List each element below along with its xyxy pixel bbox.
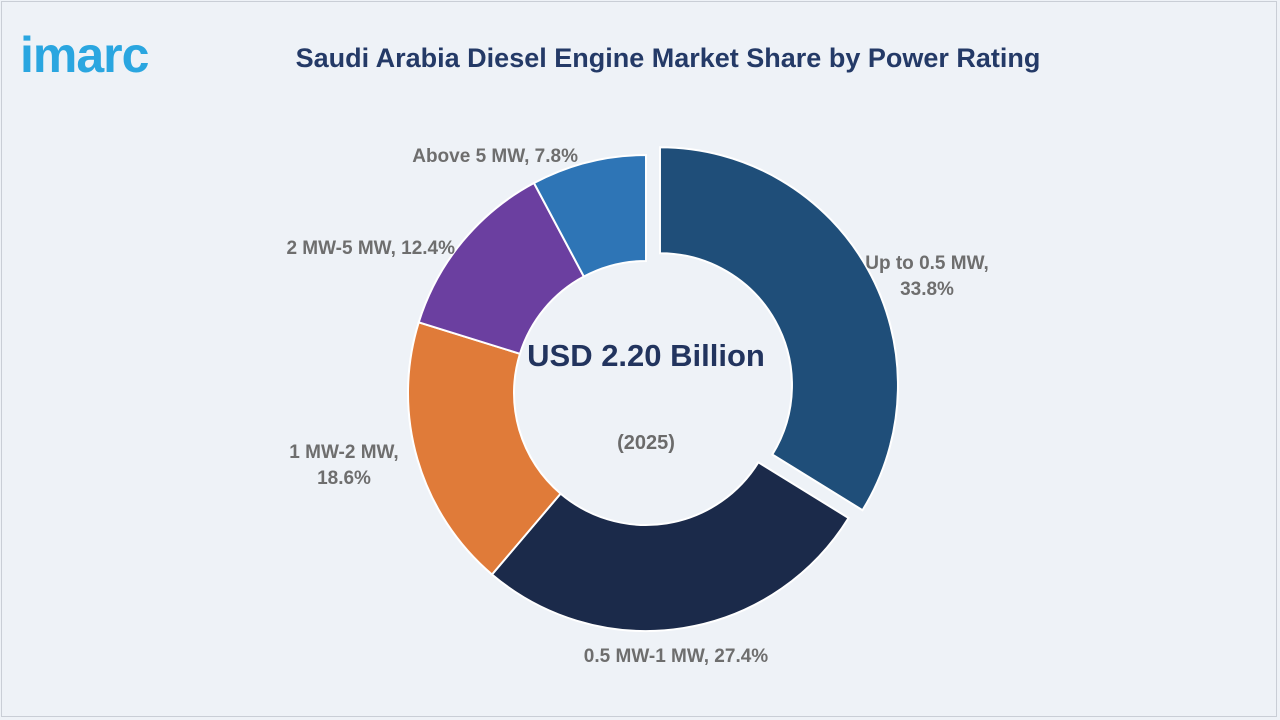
slice-label-up-to-0-5-mw: Up to 0.5 MW, 33.8% (865, 253, 989, 300)
imarc-logo: imarc (20, 27, 149, 83)
slice-label-above-5-mw: Above 5 MW, 7.8% (412, 146, 578, 167)
donut-slice-0-5-mw-1-mw (490, 460, 850, 632)
donut-slice-up-to-0-5-mw (658, 146, 899, 512)
slice-label-1-2-mw: 1 MW-2 MW, 18.6% (289, 442, 399, 489)
slice-label-2-5-mw: 2 MW-5 MW, 12.4% (286, 238, 455, 259)
slice-label-0-5-1-mw: 0.5 MW-1 MW, 27.4% (583, 646, 769, 667)
chart-title: Saudi Arabia Diesel Engine Market Share … (295, 43, 1041, 73)
center-total-value: USD 2.20 Billion (527, 338, 765, 373)
donut-slice-above-5-mw (532, 153, 647, 278)
center-year: (2025) (617, 432, 675, 454)
donut-slice-1-mw-2-mw (407, 321, 562, 576)
